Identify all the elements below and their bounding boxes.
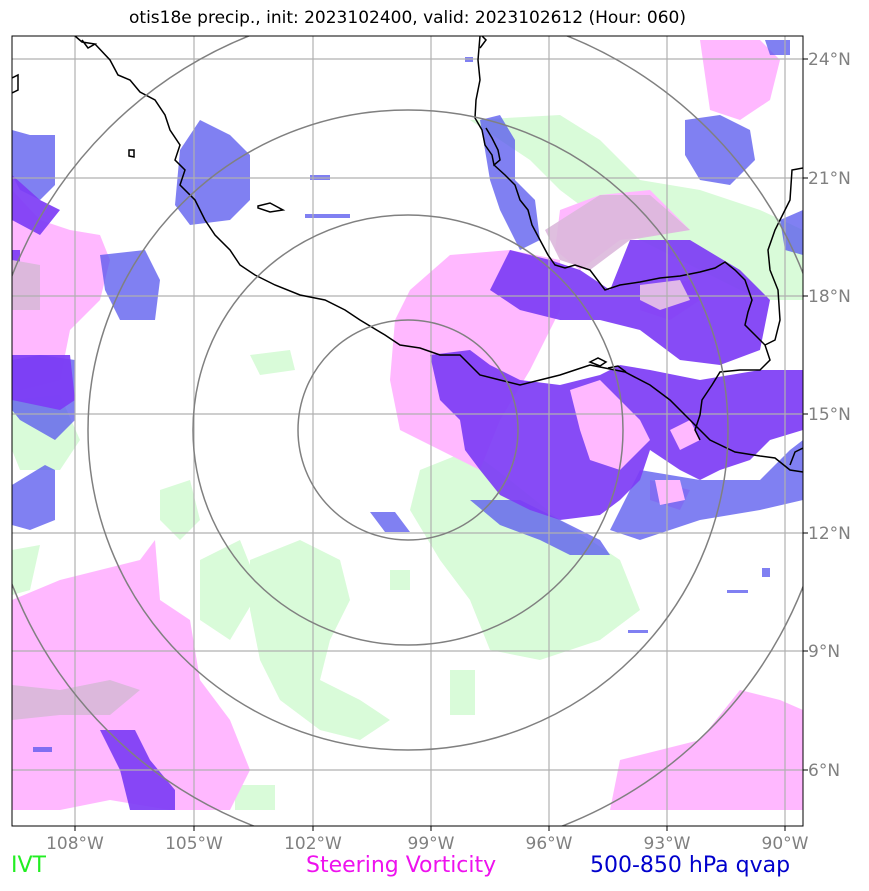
lon-label: 96°W: [526, 834, 573, 854]
lon-label: 93°W: [644, 834, 691, 854]
lat-label: 15°N: [808, 405, 851, 425]
coastlines: [12, 36, 803, 473]
latitude-labels: 24°N 21°N 18°N 15°N 12°N 9°N 6°N: [808, 50, 851, 781]
map-title: otis18e precip., init: 2023102400, valid…: [129, 8, 686, 28]
range-rings: [12, 36, 803, 826]
gridlines: [12, 36, 803, 826]
lon-label: 102°W: [284, 834, 342, 854]
lon-label: 90°W: [762, 834, 809, 854]
legend-qvap: 500-850 hPa qvap: [590, 853, 791, 878]
legend-ivt: IVT: [11, 853, 46, 878]
lat-label: 12°N: [808, 524, 851, 544]
lat-label: 6°N: [808, 761, 840, 781]
lon-label: 108°W: [46, 834, 104, 854]
longitude-labels: 108°W 105°W 102°W 99°W 96°W 93°W 90°W: [46, 834, 809, 854]
map-plot-area: [12, 36, 803, 826]
legend-steering-vorticity: Steering Vorticity: [306, 853, 497, 878]
lat-label: 9°N: [808, 642, 840, 662]
tick-marks: [74, 58, 808, 831]
lon-label: 105°W: [165, 834, 223, 854]
lon-label: 99°W: [408, 834, 455, 854]
lat-label: 21°N: [808, 169, 851, 189]
map-frame: [11, 35, 804, 827]
lat-label: 18°N: [808, 287, 851, 307]
lat-label: 24°N: [808, 50, 851, 70]
inner-patches: [12, 195, 700, 720]
